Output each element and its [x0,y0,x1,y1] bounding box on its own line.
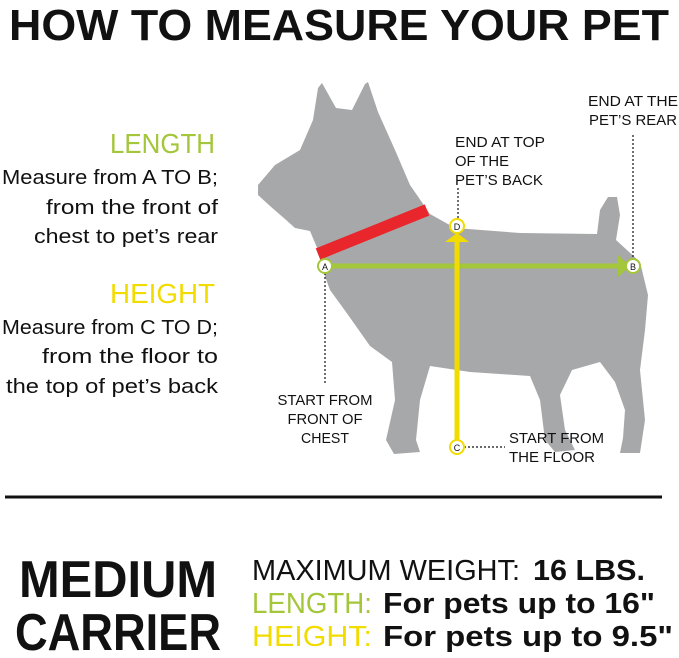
product-name: MEDIUM [19,551,217,609]
svg-text:C: C [454,443,461,453]
collar [315,204,430,260]
length-spec-label: LENGTH: [252,588,372,620]
label-back: END AT TOP [455,134,545,151]
label-rear: PET’S REAR [589,112,677,129]
label-floor: START FROM [509,430,604,447]
point-a: A [317,258,333,274]
svg-text:B: B [630,262,636,272]
svg-text:D: D [454,222,461,232]
svg-text:A: A [322,262,328,272]
point-d: D [449,218,465,234]
length-line: chest to pet’s rear [34,226,218,248]
height-spec-value: For pets up to 9.5" [383,621,673,653]
weight-value: 16 LBS. [533,555,645,587]
length-heading: LENGTH [110,128,215,159]
height-line: Measure from C TO D; [2,317,218,339]
label-chest: FRONT OF [288,411,363,428]
weight-label: MAXIMUM WEIGHT: [252,555,520,587]
height-heading: HEIGHT [110,278,215,309]
page-title: HOW TO MEASURE YOUR PET [9,1,669,50]
label-back: PET’S BACK [455,172,543,189]
label-chest: CHEST [301,430,349,447]
label-back: OF THE [455,153,509,170]
label-rear: END AT THE [588,93,678,110]
label-chest: START FROM [278,392,373,409]
height-arrowhead [445,233,469,242]
product-name: CARRIER [15,604,221,658]
length-line: from the front of [46,197,219,219]
label-floor: THE FLOOR [509,449,595,466]
length-spec-value: For pets up to 16" [383,588,655,620]
height-line: from the floor to [42,346,218,368]
point-c: C [449,439,465,455]
length-line: Measure from A TO B; [2,167,218,189]
leader-lines [324,135,634,448]
height-spec-label: HEIGHT: [252,621,372,653]
point-b: B [625,258,641,274]
length-arrowhead [618,255,630,277]
diagram-labels: END AT THE PET’S REAR END AT TOP OF THE … [278,93,679,466]
height-line: the top of pet’s back [6,376,219,398]
